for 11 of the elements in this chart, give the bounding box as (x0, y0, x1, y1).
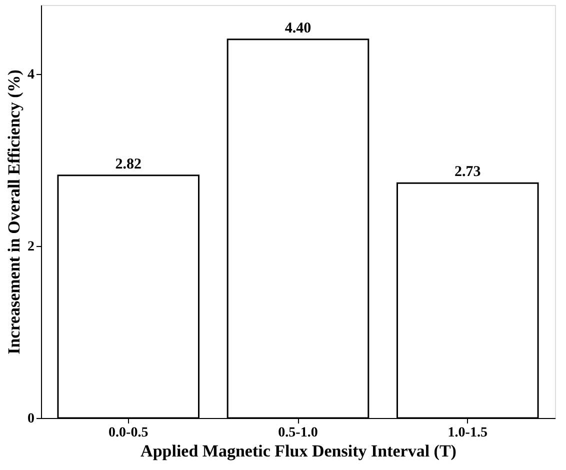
data-label: 4.40 (284, 20, 312, 36)
y-axis-title: Increasement in Overall Efficiency (%) (4, 70, 24, 354)
x-axis-title: Applied Magnetic Flux Density Interval (T) (140, 442, 456, 460)
y-tick-label: 2 (28, 239, 34, 254)
x-tick-label: 1.0-1.5 (448, 426, 488, 440)
y-tick-label: 4 (28, 67, 34, 82)
data-label: 2.73 (454, 164, 481, 180)
y-tick-label: 0 (28, 412, 34, 426)
x-tick-label: 0.5-1.0 (278, 426, 318, 440)
x-tick-label: 0.0-0.5 (108, 426, 148, 440)
data-label: 2.82 (115, 156, 142, 172)
